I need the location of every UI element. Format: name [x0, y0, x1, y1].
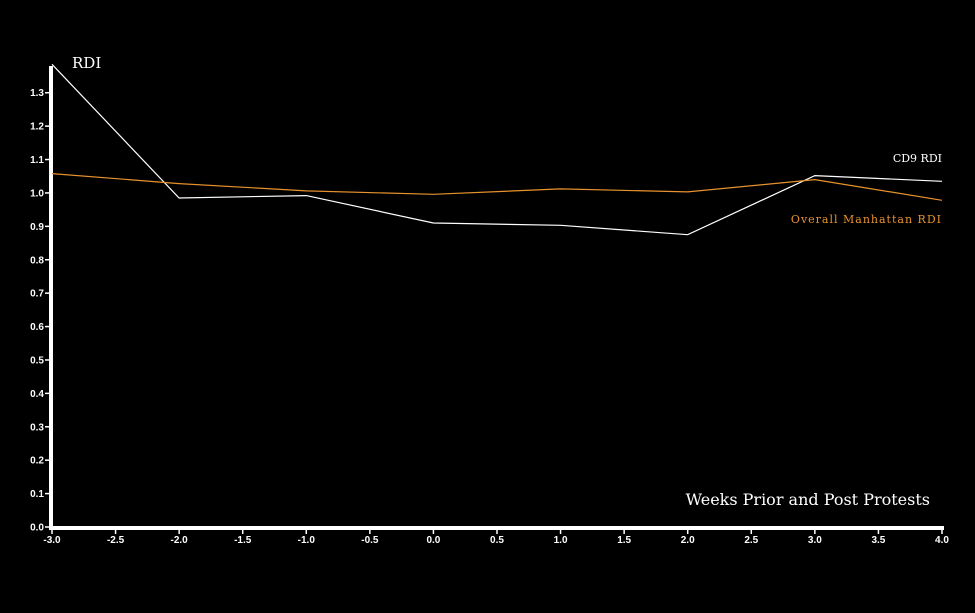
y-tick-label: 0.1: [30, 489, 44, 500]
x-axis-label: Weeks Prior and Post Protests: [686, 490, 930, 509]
y-tick-label: 1.0: [30, 188, 44, 199]
y-tick-label: 0.4: [30, 389, 44, 400]
x-tick-label: -3.0: [43, 535, 61, 546]
x-tick-label: -1.0: [298, 535, 316, 546]
x-tick-label: 3.0: [808, 535, 822, 546]
y-tick-label: 0.7: [30, 289, 44, 300]
y-axis-label: RDI: [72, 54, 101, 72]
x-tick-label: 1.0: [554, 535, 568, 546]
y-tick-label: 1.3: [30, 88, 44, 99]
x-tick-label: 0.5: [490, 535, 504, 546]
x-tick-label: -2.5: [107, 535, 125, 546]
y-tick-label: 0.0: [30, 523, 44, 534]
y-tick-label: 1.2: [30, 122, 44, 133]
x-axis: -3.0 -2.5 -2.0 -1.5 -1.0 -0.5 0.0 0.5 1.0 1.5 2.0 2…: [43, 526, 949, 546]
series-label-cd9: CD9 RDI: [893, 152, 942, 165]
x-tick-label: 0.0: [426, 535, 440, 546]
y-tick-label: 0.2: [30, 456, 44, 467]
y-tick-label: 0.6: [30, 322, 44, 333]
x-tick-label: 2.0: [681, 535, 695, 546]
y-tick-label: 1.1: [30, 155, 44, 166]
y-tick-label: 0.3: [30, 422, 44, 433]
y-tick-label: 0.5: [30, 355, 44, 366]
y-tick-label: 0.9: [30, 222, 44, 233]
series-label-manhattan: Overall Manhattan RDI: [791, 213, 942, 226]
x-tick-label: 3.5: [871, 535, 885, 546]
y-tick-label: 0.8: [30, 255, 44, 266]
x-tick-label: -1.5: [234, 535, 252, 546]
x-tick-label: 1.5: [617, 535, 631, 546]
series-lines: [51, 63, 943, 236]
series-line-cd9: [51, 63, 943, 236]
x-tick-label: -0.5: [361, 535, 379, 546]
x-tick-label: 4.0: [935, 535, 949, 546]
series-line-manhattan: [51, 173, 943, 201]
x-tick-label: 2.5: [744, 535, 758, 546]
y-axis: 0.0 0.1 0.2 0.3 0.4 0.5 0.6 0.7 0.8 0.9 1.0 1.1 1.2 1…: [30, 66, 53, 534]
x-tick-label: -2.0: [171, 535, 189, 546]
